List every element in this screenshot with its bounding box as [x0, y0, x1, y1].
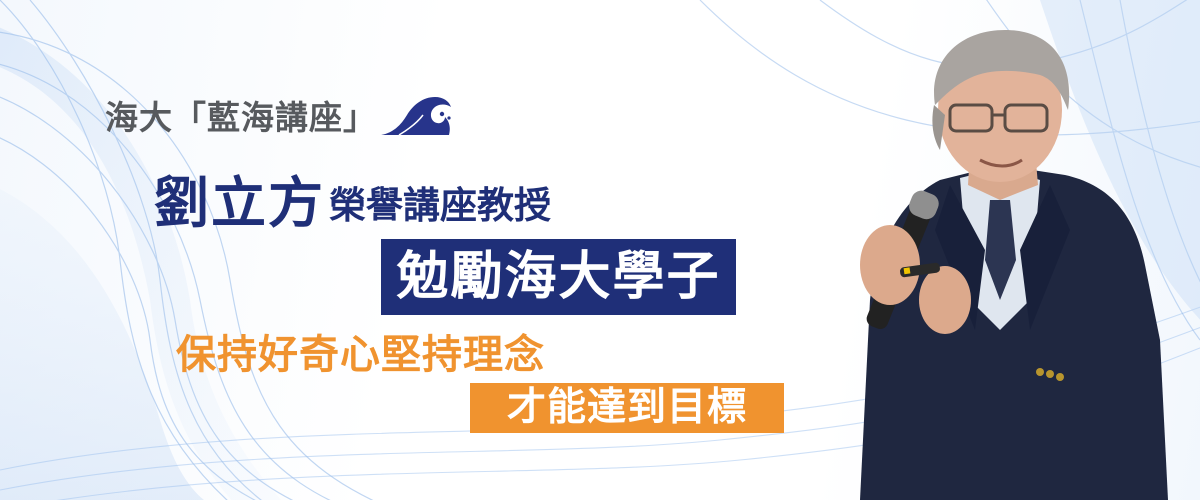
lecture-series-title: 海大「藍海講座」	[105, 98, 377, 137]
speaker-photo	[860, 30, 1168, 500]
quote-line-2: 才能達到目標	[470, 383, 784, 433]
subtitle-banner: 勉勵海大學子	[381, 239, 736, 315]
speaker-name: 劉立方	[154, 170, 326, 235]
speaker-title: 榮譽講座教授	[329, 183, 552, 227]
quote-line-1: 保持好奇心堅持理念	[176, 332, 545, 378]
lecture-series-line: 海大「藍海講座」	[105, 90, 457, 140]
blue-wave-icon	[381, 97, 451, 136]
headline: 劉立方 榮譽講座教授	[154, 160, 551, 230]
